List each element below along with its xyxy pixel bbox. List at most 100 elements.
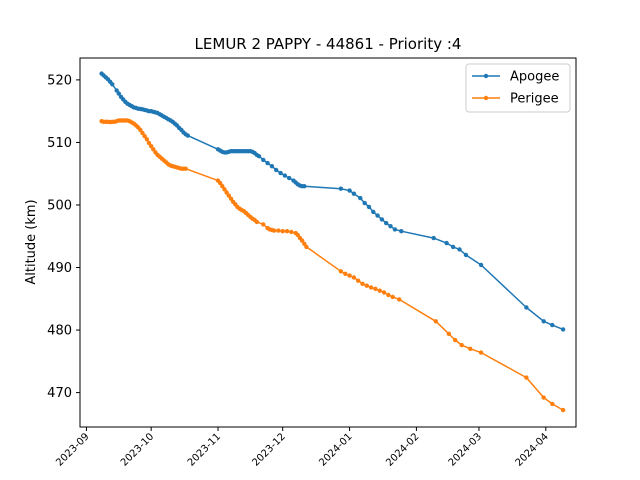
perigee-point	[541, 395, 546, 400]
perigee-point	[280, 229, 285, 234]
perigee-point	[140, 130, 145, 136]
apogee-point	[366, 204, 372, 210]
perigee-point	[254, 219, 259, 225]
perigee-point	[144, 137, 150, 142]
perigee-point	[368, 285, 374, 290]
plot-area-frame	[79, 57, 577, 428]
apogee-point	[256, 154, 262, 159]
perigee-point	[222, 187, 227, 192]
plot-series	[99, 71, 566, 413]
apogee-point	[463, 252, 469, 258]
perigee-point	[218, 180, 223, 186]
apogee-point	[524, 305, 529, 310]
perigee-point	[550, 401, 555, 407]
apogee-legend-marker	[483, 73, 489, 79]
perigee-point	[390, 294, 395, 300]
perigee-point	[377, 288, 382, 293]
perigee-point	[289, 229, 294, 235]
apogee-point	[358, 195, 363, 201]
perigee-point	[220, 184, 225, 189]
perigee-point	[295, 232, 300, 238]
apogee-point	[457, 247, 462, 252]
apogee-point	[478, 262, 484, 268]
perigee-point	[271, 228, 277, 233]
legend: Apogee Perigee	[465, 63, 571, 113]
perigee-point	[276, 228, 281, 233]
perigee-point	[343, 271, 348, 276]
apogee-point	[347, 188, 352, 193]
apogee-point	[375, 213, 380, 218]
perigee-point	[224, 190, 229, 195]
perigee-point	[151, 147, 156, 152]
apogee-point	[560, 327, 566, 332]
apogee-point	[302, 184, 307, 189]
y-tick-label: 520	[47, 73, 72, 88]
apogee-point	[116, 91, 122, 96]
perigee-point	[459, 342, 464, 348]
y-tick-label: 510	[47, 136, 72, 151]
perigee-legend-label: Perigee	[510, 92, 559, 107]
perigee-point	[149, 144, 154, 149]
y-axis-label: Altitude (km)	[24, 199, 39, 284]
apogee-point	[287, 175, 292, 181]
perigee-point	[356, 278, 361, 283]
perigee-point	[351, 275, 357, 280]
apogee-point	[371, 209, 376, 215]
perigee-point	[226, 193, 231, 198]
apogee-point	[338, 186, 344, 191]
perigee-point	[183, 166, 188, 171]
perigee-point	[142, 134, 147, 139]
apogee-point	[399, 229, 404, 234]
perigee-point	[299, 238, 305, 243]
perigee-point	[468, 346, 473, 351]
perigee-point	[453, 337, 458, 343]
apogee-point	[351, 191, 357, 196]
perigee-point	[478, 350, 484, 355]
perigee-point	[386, 292, 391, 298]
apogee-point	[384, 220, 389, 226]
perigee-point	[381, 290, 387, 295]
perigee-point	[228, 196, 234, 201]
y-tick-label: 480	[47, 324, 72, 339]
perigee-point	[338, 269, 344, 274]
apogee-point	[261, 157, 266, 163]
apogee-point	[110, 82, 115, 87]
perigee-point	[284, 229, 290, 234]
apogee-point	[114, 88, 119, 93]
apogee-point	[282, 173, 288, 178]
perigee-point	[524, 375, 529, 380]
apogee-point	[379, 217, 385, 222]
apogee-point	[362, 200, 367, 206]
perigee-legend-marker	[483, 95, 489, 101]
apogee-point	[444, 240, 449, 246]
perigee-point	[446, 331, 451, 336]
perigee-point	[433, 319, 438, 324]
perigee-point	[261, 222, 266, 227]
apogee-point	[185, 133, 190, 138]
chart-title: LEMUR 2 PAPPY - 44861 - Priority :4	[195, 35, 462, 53]
apogee-point	[450, 244, 456, 250]
perigee-point	[304, 244, 309, 250]
apogee-point	[392, 227, 398, 232]
apogee-point	[265, 160, 270, 166]
y-tick-label: 470	[47, 386, 72, 401]
apogee-legend-label: Apogee	[510, 70, 559, 85]
apogee-point	[550, 322, 555, 328]
y-tick-label: 500	[47, 198, 72, 213]
apogee-point	[269, 164, 275, 169]
perigee-point	[138, 127, 143, 133]
perigee-point	[364, 283, 369, 288]
perigee-point	[373, 286, 378, 291]
perigee-point	[347, 273, 352, 278]
perigee-point	[560, 407, 566, 413]
apogee-point	[388, 224, 393, 229]
perigee-point	[397, 297, 402, 302]
apogee-point	[278, 170, 283, 176]
perigee-point	[360, 281, 365, 286]
perigee-point	[302, 241, 307, 246]
y-tick-label: 490	[47, 261, 72, 276]
perigee-point	[146, 140, 152, 146]
apogee-point	[431, 235, 436, 241]
apogee-point	[541, 319, 546, 324]
